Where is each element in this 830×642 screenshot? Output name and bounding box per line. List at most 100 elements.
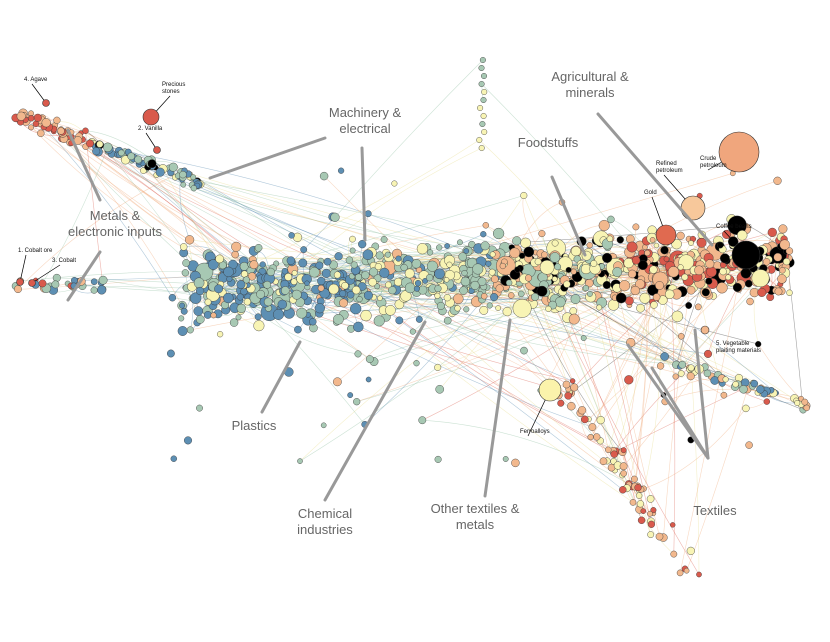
product-node	[640, 508, 647, 514]
product-node	[217, 331, 224, 338]
product-node	[413, 360, 420, 367]
product-node	[352, 285, 361, 295]
edge	[108, 148, 467, 252]
pointer	[31, 83, 47, 104]
annotations: 4. Agave Precious stones 2. Vanilla 1. Cobal…	[16, 69, 761, 537]
product-node	[190, 174, 197, 181]
product-node	[652, 293, 661, 301]
product-node	[358, 240, 367, 249]
product-node	[660, 246, 669, 255]
edge	[341, 274, 573, 382]
product-node	[687, 364, 695, 372]
product-node	[580, 335, 587, 341]
edge	[606, 280, 797, 401]
leader-line	[66, 128, 102, 202]
product-node	[581, 415, 589, 424]
product-node	[181, 269, 189, 277]
product-node	[495, 305, 501, 311]
product-node	[488, 268, 496, 276]
product-node	[660, 352, 669, 361]
edge	[440, 305, 683, 365]
product-node	[720, 253, 730, 264]
product-node	[774, 287, 783, 296]
product-node	[782, 258, 791, 266]
product-node	[470, 280, 480, 290]
product-node	[720, 391, 728, 399]
product-node	[751, 269, 770, 288]
leader-line	[483, 318, 512, 498]
product-node	[704, 349, 713, 358]
product-node	[636, 500, 645, 508]
product-node	[231, 250, 239, 259]
edge	[299, 311, 508, 462]
product-node	[630, 285, 640, 296]
product-node	[463, 248, 470, 254]
product-node	[478, 64, 485, 71]
product-node	[634, 484, 642, 492]
product-node	[355, 273, 363, 281]
product-node	[670, 522, 676, 528]
product-node	[719, 267, 727, 276]
pointer	[19, 254, 27, 283]
product-node	[606, 235, 614, 243]
cluster-label-line: Metals &	[90, 208, 141, 223]
edge	[554, 307, 700, 575]
product-node	[98, 275, 108, 285]
product-node	[742, 404, 750, 413]
product-label: Refined petroleum	[656, 161, 683, 174]
product-node	[14, 285, 22, 293]
product-node	[434, 292, 441, 299]
product-node	[196, 286, 205, 296]
edge	[670, 269, 676, 555]
product-node	[520, 191, 528, 199]
product-node	[290, 278, 298, 286]
product-node	[596, 416, 605, 425]
product-node	[755, 341, 762, 348]
edge	[162, 168, 260, 326]
product-node	[354, 350, 362, 358]
product-node	[57, 127, 65, 135]
product-node	[508, 292, 515, 299]
cluster-label: Agricultural & minerals	[551, 69, 629, 100]
product-node	[486, 302, 493, 309]
product-node	[97, 285, 107, 295]
product-node	[284, 273, 293, 281]
product-node	[482, 222, 489, 229]
edge	[615, 383, 755, 452]
leader-line	[323, 320, 427, 502]
product-label-line: plaiting materials	[716, 348, 761, 354]
product-node	[569, 307, 578, 315]
product-node	[706, 266, 717, 278]
product-node	[127, 152, 135, 161]
leader-line	[693, 328, 710, 460]
edge	[510, 257, 623, 453]
cluster-label: Chemical industries	[297, 506, 353, 537]
product-node	[778, 224, 788, 234]
product-node	[207, 259, 219, 270]
product-node	[786, 289, 793, 296]
product-node	[596, 304, 603, 311]
product-node	[568, 313, 580, 325]
product-node	[321, 268, 331, 278]
product-node	[705, 259, 715, 269]
product-node	[676, 231, 685, 240]
product-node	[655, 281, 664, 290]
product-node	[377, 295, 383, 301]
product-node	[296, 307, 308, 319]
leader-line	[596, 112, 714, 247]
product-node	[646, 495, 655, 503]
product-node	[362, 249, 374, 260]
product-node	[309, 266, 320, 278]
product-node	[696, 571, 702, 578]
product-node	[619, 280, 631, 292]
product-node	[223, 266, 234, 278]
edge	[664, 388, 802, 402]
product-node	[502, 307, 512, 317]
product-node	[229, 318, 239, 327]
product-node	[505, 279, 513, 286]
product-node	[803, 404, 810, 412]
product-node	[612, 267, 623, 277]
product-node	[587, 434, 594, 441]
product-node	[539, 259, 555, 275]
product-node	[180, 307, 188, 315]
